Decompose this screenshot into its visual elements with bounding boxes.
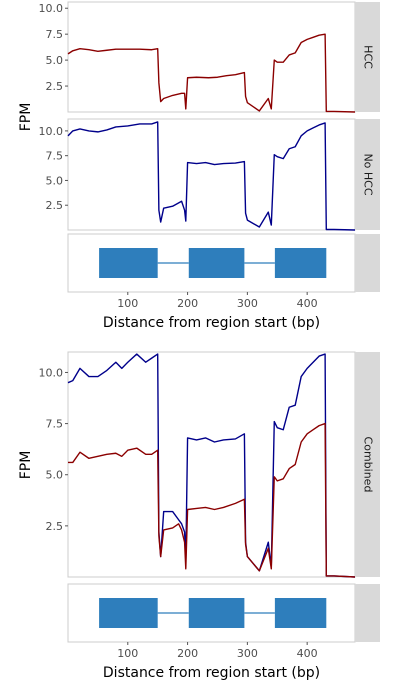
y-tick-label: 7.5 (46, 28, 64, 41)
y-axis-title: FPM (18, 103, 34, 132)
exon-block (189, 248, 245, 278)
panel-border (68, 119, 355, 230)
exon-block (99, 248, 158, 278)
x-tick-label: 300 (237, 297, 258, 310)
facet-panel: HCC 2.5 5.0 7.5 10.0 (39, 2, 381, 112)
facet-panel: Combined 2.5 5.0 7.5 10.0 (39, 352, 381, 577)
exon-block (275, 248, 326, 278)
x-tick-label: 200 (177, 647, 198, 660)
panel-border (68, 352, 355, 577)
facet-strip-label: Combined (362, 437, 375, 493)
x-tick-label: 200 (177, 297, 198, 310)
facet-strip-label: HCC (362, 45, 375, 69)
x-tick-label: 100 (117, 297, 138, 310)
facet-panel (68, 584, 380, 642)
facet-strip (355, 584, 380, 642)
x-tick-label: 300 (237, 647, 258, 660)
y-tick-label: 10.0 (39, 2, 64, 15)
y-tick-label: 5.0 (46, 174, 64, 187)
x-tick-label: 100 (117, 647, 138, 660)
exon-block (189, 598, 245, 628)
y-tick-label: 10.0 (39, 366, 64, 379)
y-tick-label: 5.0 (46, 54, 64, 67)
exon-block (99, 598, 158, 628)
x-axis-title: Distance from region start (bp) (103, 665, 320, 681)
exon-block (275, 598, 326, 628)
x-axis-title: Distance from region start (bp) (103, 315, 320, 331)
y-tick-label: 10.0 (39, 125, 64, 138)
y-tick-label: 2.5 (46, 199, 64, 212)
y-tick-label: 7.5 (46, 150, 64, 163)
y-axis-title: FPM (18, 451, 34, 480)
facet-strip-label: No HCC (362, 153, 375, 195)
x-tick-label: 400 (297, 297, 318, 310)
y-tick-label: 5.0 (46, 469, 64, 482)
y-tick-label: 2.5 (46, 520, 64, 533)
facet-strip (355, 234, 380, 292)
y-tick-label: 7.5 (46, 418, 64, 431)
x-tick-label: 400 (297, 647, 318, 660)
facet-panel: No HCC 2.5 5.0 7.5 10.0 (39, 119, 381, 230)
y-tick-label: 2.5 (46, 80, 64, 93)
facet-panel (68, 234, 380, 292)
panel-border (68, 2, 355, 112)
